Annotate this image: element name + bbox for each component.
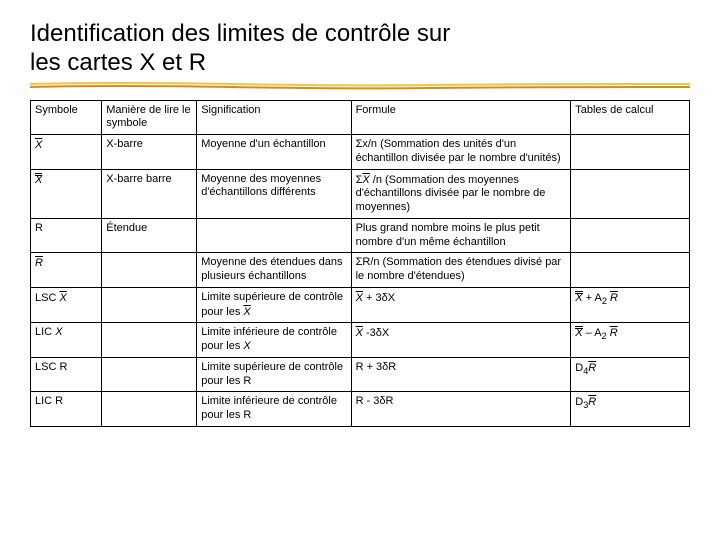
cell-tables: D4R bbox=[571, 357, 690, 392]
table-row: R Moyenne des étendues dans plusieurs éch… bbox=[31, 253, 690, 288]
cell-symbole: LSC X bbox=[31, 287, 102, 323]
col-symbole: Symbole bbox=[31, 100, 102, 135]
title-line-1: Identification des limites de contrôle s… bbox=[30, 20, 450, 47]
cell-signification: Moyenne d'un échantillon bbox=[197, 135, 351, 170]
col-tables: Tables de calcul bbox=[571, 100, 690, 135]
table-row: RÉtendue Plus grand nombre moins le plus … bbox=[31, 218, 690, 253]
cell-tables: X – A2 R bbox=[571, 323, 690, 358]
cell-signification: Limite supérieure de contrôle pour les R bbox=[197, 357, 351, 392]
cell-lire: X-barre barre bbox=[102, 169, 197, 218]
limits-table: Symbole Manière de lire le symbole Signi… bbox=[30, 100, 690, 427]
cell-symbole: R bbox=[31, 218, 102, 253]
cell-formule: Σx/n (Sommation des unités d'un échantil… bbox=[351, 135, 571, 170]
cell-tables: X + A2 R bbox=[571, 287, 690, 323]
cell-tables bbox=[571, 218, 690, 253]
cell-tables bbox=[571, 135, 690, 170]
cell-signification: Moyenne des étendues dans plusieurs écha… bbox=[197, 253, 351, 288]
cell-lire: X-barre bbox=[102, 135, 197, 170]
cell-tables bbox=[571, 169, 690, 218]
page-title: Identification des limites de contrôle s… bbox=[30, 20, 690, 78]
table-row: XX-barre barreMoyenne des moyennes d'éch… bbox=[31, 169, 690, 218]
cell-formule: X -3δX bbox=[351, 323, 571, 358]
cell-symbole: X bbox=[31, 169, 102, 218]
cell-symbole: LIC R bbox=[31, 392, 102, 427]
cell-signification: Limite inférieure de contrôle pour les X bbox=[197, 323, 351, 358]
cell-lire bbox=[102, 323, 197, 358]
cell-signification bbox=[197, 218, 351, 253]
table-row: XX-barreMoyenne d'un échantillonΣx/n (So… bbox=[31, 135, 690, 170]
cell-symbole: R bbox=[31, 253, 102, 288]
cell-formule: R + 3δR bbox=[351, 357, 571, 392]
cell-tables: D3R bbox=[571, 392, 690, 427]
cell-tables bbox=[571, 253, 690, 288]
cell-formule: Plus grand nombre moins le plus petit no… bbox=[351, 218, 571, 253]
cell-symbole: X bbox=[31, 135, 102, 170]
cell-lire bbox=[102, 357, 197, 392]
table-row: LSC X Limite supérieure de contrôle pour … bbox=[31, 287, 690, 323]
table-row: LIC R Limite inférieure de contrôle pour … bbox=[31, 392, 690, 427]
cell-formule: ΣR/n (Sommation des étendues divisé par … bbox=[351, 253, 571, 288]
cell-lire bbox=[102, 287, 197, 323]
col-formule: Formule bbox=[351, 100, 571, 135]
table-header-row: Symbole Manière de lire le symbole Signi… bbox=[31, 100, 690, 135]
cell-lire bbox=[102, 392, 197, 427]
cell-signification: Limite supérieure de contrôle pour les X bbox=[197, 287, 351, 323]
cell-formule: ΣX /n (Sommation des moyennes d'échantil… bbox=[351, 169, 571, 218]
cell-formule: X + 3δX bbox=[351, 287, 571, 323]
cell-signification: Moyenne des moyennes d'échantillons diff… bbox=[197, 169, 351, 218]
cell-lire bbox=[102, 253, 197, 288]
title-underline bbox=[30, 82, 690, 90]
table-row: LIC X Limite inférieure de contrôle pour … bbox=[31, 323, 690, 358]
table-row: LSC R Limite supérieure de contrôle pour … bbox=[31, 357, 690, 392]
cell-symbole: LIC X bbox=[31, 323, 102, 358]
col-lire: Manière de lire le symbole bbox=[102, 100, 197, 135]
title-line-2: les cartes X et R bbox=[30, 49, 206, 76]
cell-symbole: LSC R bbox=[31, 357, 102, 392]
cell-signification: Limite inférieure de contrôle pour les R bbox=[197, 392, 351, 427]
col-signification: Signification bbox=[197, 100, 351, 135]
cell-formule: R - 3δR bbox=[351, 392, 571, 427]
cell-lire: Étendue bbox=[102, 218, 197, 253]
